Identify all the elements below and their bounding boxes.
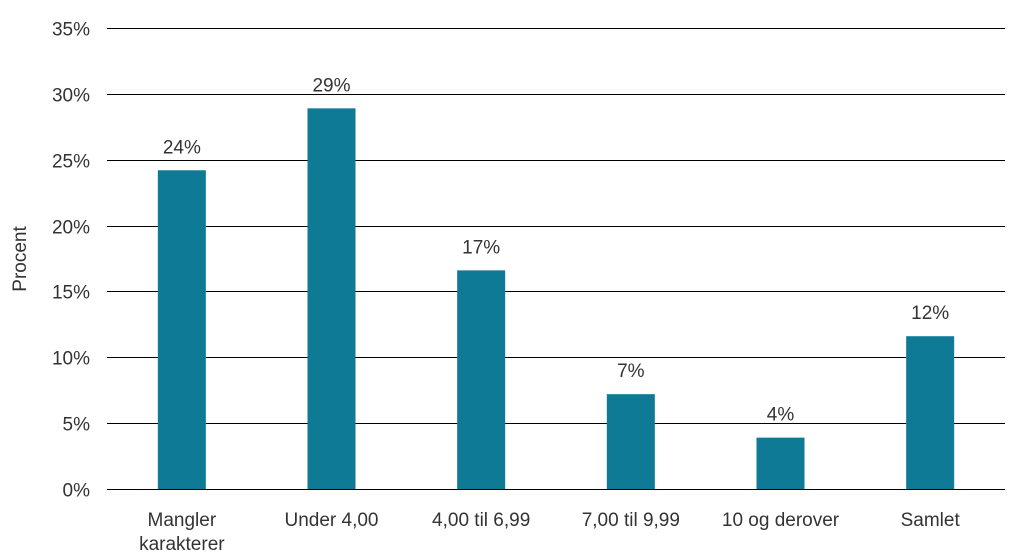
data-label: 12% (911, 303, 949, 324)
data-label: 24% (163, 137, 201, 158)
bar (457, 270, 506, 489)
x-category-label: Under 4,00 (284, 510, 378, 531)
y-tick-label: 30% (52, 86, 90, 107)
bar (906, 336, 955, 489)
bar (606, 394, 655, 489)
x-category-label: Mangler karakterer (139, 510, 225, 555)
y-axis-ticks: 0% 5% 10% 15% 20% 25% 30% 35% (52, 20, 90, 502)
y-tick-label: 20% (52, 218, 90, 239)
gridlines (107, 28, 1005, 490)
bars (157, 108, 955, 490)
bar (157, 170, 206, 489)
y-tick-label: 35% (52, 20, 90, 41)
x-category-label: 10 og derover (722, 510, 840, 531)
data-label: 29% (312, 75, 350, 96)
y-tick-label: 10% (52, 349, 90, 370)
bar (307, 108, 356, 490)
x-category-label: 7,00 til 9,99 (582, 510, 680, 531)
x-category-label: Samlet (901, 510, 961, 531)
x-axis-categories: Mangler karakterer Under 4,00 4,00 til 6,99… (139, 510, 960, 555)
data-label: 7% (617, 361, 645, 382)
x-category-label: 4,00 til 6,99 (432, 510, 530, 531)
y-tick-label: 0% (63, 481, 91, 502)
y-tick-label: 25% (52, 152, 90, 173)
bar (756, 437, 805, 489)
data-label: 17% (462, 237, 500, 258)
data-label: 4% (767, 405, 795, 426)
data-labels: 24% 29% 17% 7% 4% 12% (163, 75, 949, 425)
y-tick-label: 15% (52, 283, 90, 304)
y-tick-label: 5% (63, 415, 91, 436)
y-axis-title: Procent (10, 226, 31, 292)
